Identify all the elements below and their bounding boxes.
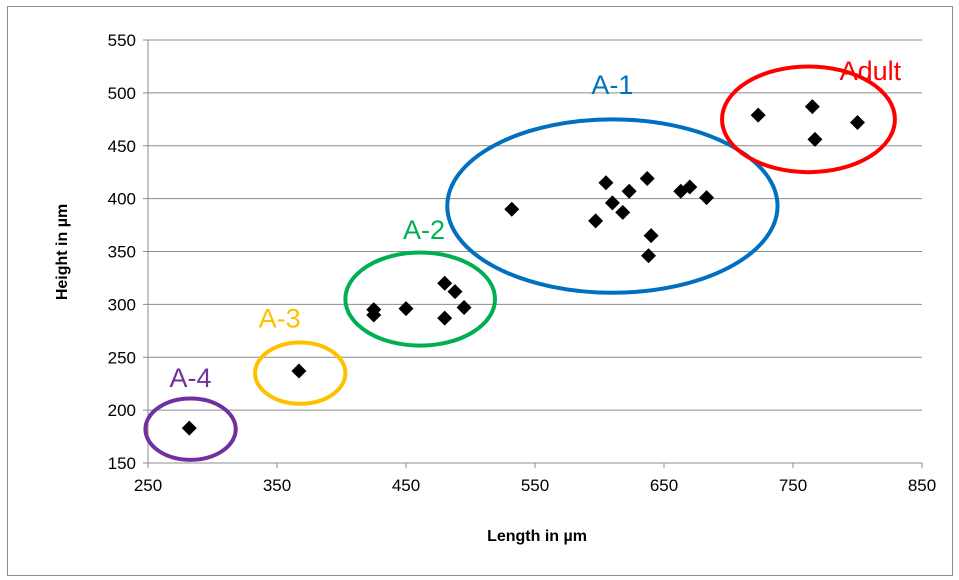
x-tick-label-350: 350 bbox=[263, 476, 291, 495]
data-point-23 bbox=[804, 99, 820, 115]
y-tick-label-250: 250 bbox=[108, 348, 136, 367]
cluster-ellipses bbox=[143, 64, 897, 462]
data-point-7 bbox=[437, 275, 453, 291]
cluster-labels: A-4 A-3 A-2 A-1 Adult bbox=[170, 56, 902, 393]
y-tick-label-350: 350 bbox=[108, 243, 136, 262]
y-axis-title: Height in µm bbox=[54, 204, 71, 300]
data-point-17 bbox=[643, 228, 659, 244]
cluster-label-a-2: A-2 bbox=[403, 215, 445, 245]
data-point-6 bbox=[437, 310, 453, 326]
data-point-12 bbox=[598, 175, 614, 191]
data-point-8 bbox=[447, 284, 463, 300]
data-point-25 bbox=[850, 114, 865, 130]
data-point-24 bbox=[807, 131, 823, 147]
data-point-4 bbox=[366, 302, 382, 318]
cluster-label-adult: Adult bbox=[840, 56, 902, 86]
x-tick-label-650: 650 bbox=[650, 476, 678, 495]
data-point-22 bbox=[750, 107, 766, 123]
data-point-20 bbox=[682, 179, 698, 195]
x-tick-label-450: 450 bbox=[392, 476, 420, 495]
y-tick-label-500: 500 bbox=[108, 84, 136, 103]
cluster-ellipse-a-4 bbox=[143, 396, 238, 462]
data-point-9 bbox=[456, 300, 472, 316]
y-tick-label-150: 150 bbox=[108, 454, 136, 473]
y-tick-label-200: 200 bbox=[108, 401, 136, 420]
cluster-label-a-3: A-3 bbox=[259, 304, 301, 334]
y-tick-label-450: 450 bbox=[108, 137, 136, 156]
cluster-ellipse-a-1 bbox=[445, 117, 780, 295]
data-point-13 bbox=[604, 195, 620, 211]
y-tick-label-550: 550 bbox=[108, 31, 136, 50]
gridlines bbox=[148, 39, 922, 411]
tick-labels: 250 350 450 550 650 750 850 150 200 250 300 350 400 4… bbox=[108, 31, 937, 495]
data-point-1 bbox=[181, 420, 197, 436]
data-point-16 bbox=[639, 171, 655, 187]
data-points bbox=[181, 99, 865, 436]
y-tick-label-400: 400 bbox=[108, 190, 136, 209]
cluster-ellipse-a-3 bbox=[253, 340, 348, 406]
data-point-2 bbox=[291, 363, 307, 379]
x-axis-title: Length in µm bbox=[487, 528, 587, 545]
data-point-10 bbox=[504, 201, 520, 217]
y-tick-label-300: 300 bbox=[108, 295, 136, 314]
data-point-11 bbox=[588, 213, 604, 229]
data-point-18 bbox=[641, 248, 657, 264]
cluster-ellipse-a-2 bbox=[343, 250, 498, 348]
x-tick-label-550: 550 bbox=[521, 476, 549, 495]
axes bbox=[143, 39, 923, 468]
cluster-ellipse-adult bbox=[720, 64, 897, 175]
chart-frame bbox=[7, 6, 953, 576]
x-tick-label-850: 850 bbox=[908, 476, 936, 495]
x-tick-label-750: 750 bbox=[779, 476, 807, 495]
x-tick-label-250: 250 bbox=[134, 476, 162, 495]
data-point-15 bbox=[621, 183, 637, 199]
data-point-5 bbox=[398, 301, 414, 317]
data-point-14 bbox=[615, 204, 631, 220]
data-point-21 bbox=[699, 190, 715, 206]
cluster-label-a-1: A-1 bbox=[591, 70, 633, 100]
cluster-label-a-4: A-4 bbox=[170, 363, 212, 393]
